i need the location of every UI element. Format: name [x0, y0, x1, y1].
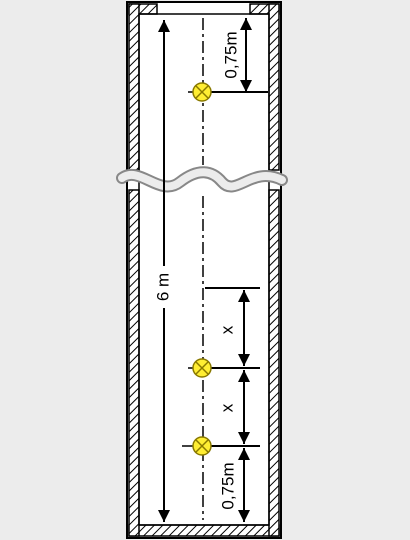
total-length-label: 6 m: [153, 273, 172, 301]
left-wall-hatch-upper: [128, 3, 140, 171]
total-length-dimension: 6 m: [153, 20, 172, 522]
right-wall-hatch-upper: [268, 3, 280, 171]
bottom-wall-hatch: [128, 524, 280, 537]
lamp-2: [188, 358, 218, 378]
top-offset-label: 0,75m: [221, 31, 240, 78]
break-line-fill: [118, 168, 286, 191]
bottom-offset-label: 0,75m: [218, 462, 237, 509]
spacing-upper-label: x: [217, 325, 236, 334]
left-wall-hatch-lower: [128, 189, 140, 537]
top-end-offset-dimension: 0,75m: [203, 18, 268, 93]
lamp-1: [188, 82, 218, 102]
corridor-walls: [126, 1, 282, 539]
bottom-end-offset-dimension: 0,75m: [218, 448, 250, 522]
corridor-inner-outline: [138, 13, 270, 526]
right-wall-hatch-lower: [268, 189, 280, 537]
lamp-3: [182, 436, 218, 456]
spacing-lower-label: x: [217, 403, 236, 412]
corridor-outer-outline: [126, 1, 282, 539]
